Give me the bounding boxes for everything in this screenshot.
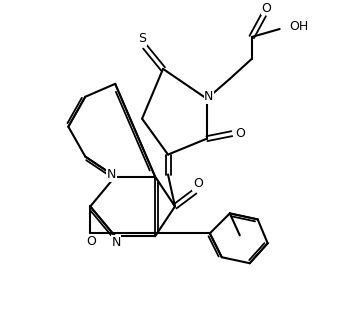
Text: OH: OH: [290, 20, 309, 32]
Text: O: O: [86, 235, 96, 248]
Text: N: N: [106, 168, 116, 181]
Text: S: S: [138, 32, 146, 45]
Text: N: N: [111, 236, 121, 249]
Text: N: N: [204, 90, 213, 103]
Text: O: O: [262, 2, 272, 15]
Text: O: O: [235, 127, 245, 140]
Text: O: O: [193, 177, 203, 190]
